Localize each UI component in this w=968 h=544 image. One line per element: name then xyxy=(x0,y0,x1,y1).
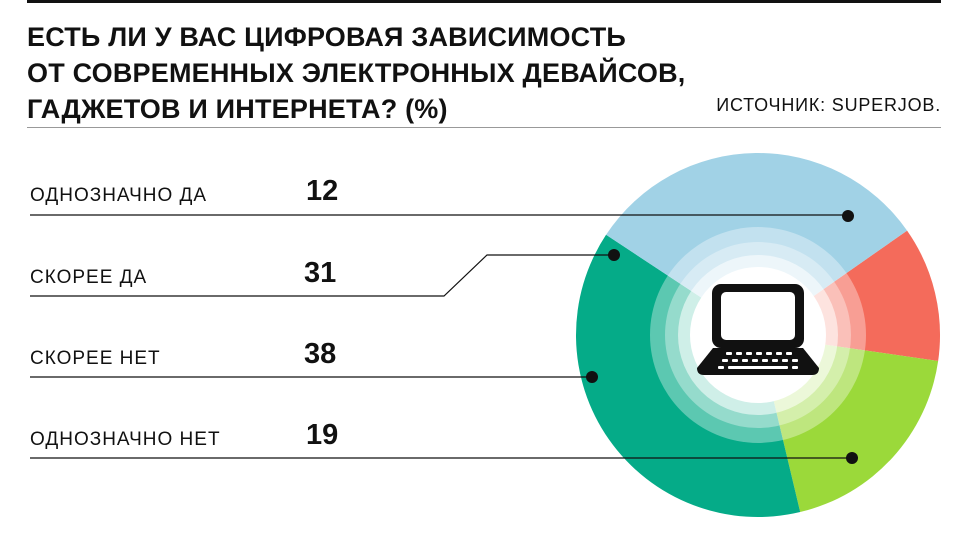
leader-dot-rather-no xyxy=(586,371,598,383)
category-label-rather-yes: СКОРЕЕ ДА xyxy=(30,267,148,288)
donut-slices xyxy=(575,152,941,518)
source-note: ИСТОЧНИК: SUPERJOB. xyxy=(716,95,941,115)
value-label-rather-yes: 31 xyxy=(304,257,337,289)
category-label-rather-no: СКОРЕЕ НЕТ xyxy=(30,348,161,369)
leader-dot-rather-yes xyxy=(608,249,620,261)
leader-dot-definitely-no xyxy=(846,452,858,464)
value-label-definitely-yes: 12 xyxy=(306,175,339,207)
value-label-definitely-no: 19 xyxy=(306,419,339,451)
leader-line-rather-yes xyxy=(30,254,614,297)
slice-rather-no xyxy=(575,234,801,518)
top-rule xyxy=(27,0,941,3)
leader-dot-definitely-yes xyxy=(842,210,854,222)
title-line-3: ГАДЖЕТОВ И ИНТЕРНЕТА? (%) xyxy=(27,94,448,124)
slice-rather-yes xyxy=(606,152,908,335)
title-line-1: ЕСТЬ ЛИ У ВАС ЦИФРОВАЯ ЗАВИСИМОСТЬ xyxy=(27,22,626,52)
header-separator xyxy=(27,127,941,128)
laptop-icon xyxy=(697,284,819,375)
title-line-2: ОТ СОВРЕМЕННЫХ ЭЛЕКТРОННЫХ ДЕВАЙСОВ, xyxy=(27,58,686,88)
value-label-rather-no: 38 xyxy=(304,338,337,370)
chart-title: ЕСТЬ ЛИ У ВАС ЦИФРОВАЯ ЗАВИСИМОСТЬ ОТ СО… xyxy=(27,19,727,127)
category-label-definitely-no: ОДНОЗНАЧНО НЕТ xyxy=(30,429,221,450)
category-label-definitely-yes: ОДНОЗНАЧНО ДА xyxy=(30,185,208,206)
